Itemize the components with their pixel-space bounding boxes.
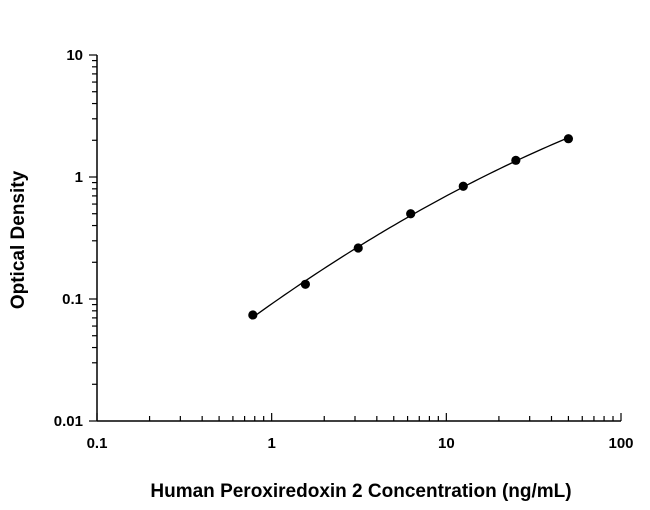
data-point (511, 155, 521, 165)
data-point (458, 181, 468, 191)
x-tick-label: 1 (267, 435, 275, 452)
x-tick-label: 10 (438, 435, 455, 452)
y-axis-title: Optical Density (8, 170, 29, 309)
y-tick-label: 1 (75, 169, 83, 186)
x-tick-label: 100 (608, 435, 633, 452)
fit-curve (252, 137, 569, 318)
ticks (89, 54, 622, 422)
data-point (406, 209, 416, 219)
data-point (300, 279, 310, 289)
y-tick-label: 10 (66, 47, 83, 64)
data-point (353, 243, 363, 253)
y-tick-label: 0.01 (54, 413, 83, 430)
data-point (563, 134, 574, 144)
axes (96, 55, 621, 422)
y-tick-label: 0.1 (62, 291, 83, 308)
data-point (248, 310, 258, 320)
data-points (248, 134, 574, 320)
x-tick-label: 0.1 (87, 435, 108, 452)
fit-curve-group (252, 137, 569, 318)
x-axis-title: Human Peroxiredoxin 2 Concentration (ng/… (150, 481, 571, 502)
